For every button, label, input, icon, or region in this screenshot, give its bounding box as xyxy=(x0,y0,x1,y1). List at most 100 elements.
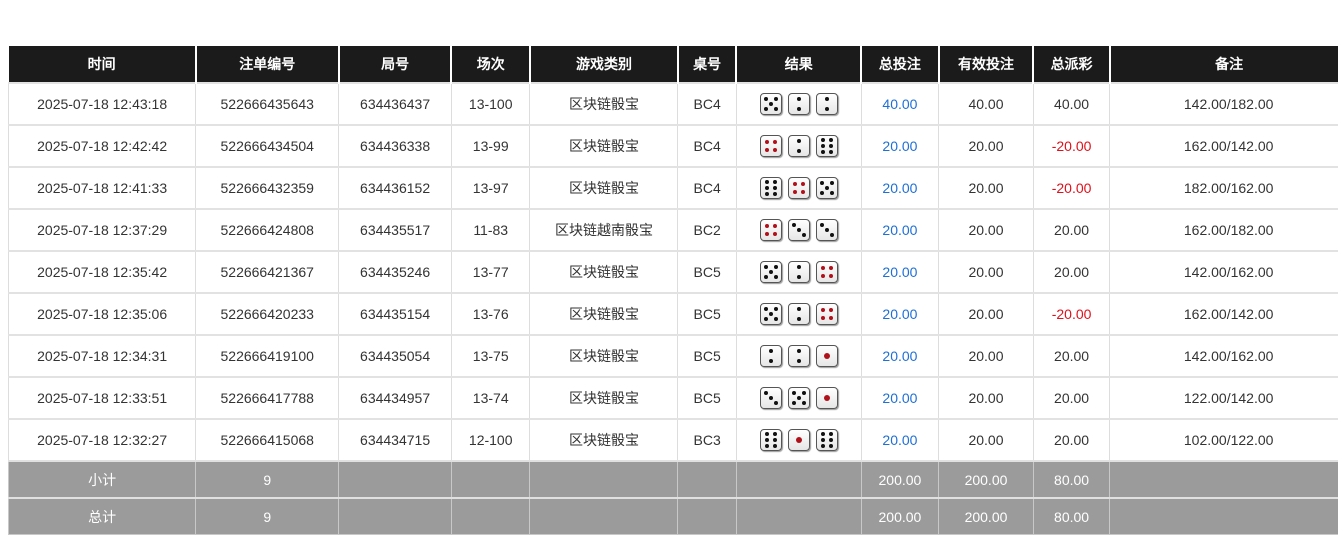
cell-table: BC4 xyxy=(677,82,737,126)
empty-cell xyxy=(529,460,679,499)
cell-valid-bet: 20.00 xyxy=(938,166,1034,210)
dice-6-icon xyxy=(815,429,838,451)
table-row[interactable]: 2025-07-18 12:32:27 522666415068 634434715… xyxy=(7,418,1338,462)
dice-4-icon xyxy=(759,135,782,157)
cell-note: 182.00/162.00 xyxy=(1109,166,1338,210)
cell-session: 11-83 xyxy=(450,208,531,252)
cell-game-type: 区块链骰宝 xyxy=(529,334,679,378)
cell-note: 142.00/162.00 xyxy=(1109,250,1338,294)
subtotal-row: 小计 9 200.00 200.00 80.00 xyxy=(7,460,1338,499)
cell-game-type: 区块链骰宝 xyxy=(529,418,679,462)
table-row[interactable]: 2025-07-18 12:34:31 522666419100 634435054… xyxy=(7,334,1338,378)
subtotal-total-bet: 200.00 xyxy=(860,460,940,499)
cell-total-bet: 20.00 xyxy=(860,166,940,210)
subtotal-count: 9 xyxy=(195,460,340,499)
empty-cell xyxy=(529,497,679,535)
cell-game-type: 区块链骰宝 xyxy=(529,82,679,126)
dice-5-icon xyxy=(759,261,782,283)
dice-3-icon xyxy=(815,219,838,241)
cell-session: 12-100 xyxy=(450,418,531,462)
cell-total-bet: 20.00 xyxy=(860,376,940,420)
cell-bet-id: 522666420233 xyxy=(195,292,340,336)
cell-bet-id: 522666419100 xyxy=(195,334,340,378)
cell-time: 2025-07-18 12:41:33 xyxy=(7,166,197,210)
cell-session: 13-76 xyxy=(450,292,531,336)
cell-table: BC5 xyxy=(677,250,737,294)
dice-2-icon xyxy=(787,93,810,115)
header-payout: 总派彩 xyxy=(1032,46,1110,83)
empty-cell xyxy=(735,460,862,499)
cell-total-bet: 20.00 xyxy=(860,208,940,252)
header-total-bet: 总投注 xyxy=(860,46,939,83)
cell-time: 2025-07-18 12:37:29 xyxy=(7,208,197,252)
cell-session: 13-77 xyxy=(450,250,531,294)
empty-cell xyxy=(1109,497,1338,535)
cell-valid-bet: 20.00 xyxy=(938,124,1034,168)
cell-session: 13-100 xyxy=(450,82,531,126)
table-row[interactable]: 2025-07-18 12:41:33 522666432359 634436152… xyxy=(7,166,1338,210)
cell-payout: 20.00 xyxy=(1032,334,1111,378)
cell-bet-id: 522666435643 xyxy=(195,82,340,126)
dice-5-icon xyxy=(759,93,782,115)
cell-valid-bet: 20.00 xyxy=(938,208,1034,252)
table-row[interactable]: 2025-07-18 12:35:42 522666421367 634435246… xyxy=(7,250,1338,294)
cell-game-type: 区块链骰宝 xyxy=(529,376,679,420)
cell-valid-bet: 20.00 xyxy=(938,334,1034,378)
empty-cell xyxy=(735,497,862,535)
cell-round: 634435154 xyxy=(338,292,452,336)
cell-result xyxy=(735,250,862,294)
cell-table: BC2 xyxy=(677,208,737,252)
dice-3-icon xyxy=(787,219,810,241)
table-row[interactable]: 2025-07-18 12:37:29 522666424808 634435517… xyxy=(7,208,1338,252)
total-row: 总计 9 200.00 200.00 80.00 xyxy=(7,497,1338,535)
cell-payout: -20.00 xyxy=(1032,124,1111,168)
empty-cell xyxy=(450,460,531,499)
cell-round: 634436338 xyxy=(338,124,452,168)
cell-game-type: 区块链骰宝 xyxy=(529,250,679,294)
header-game-type: 游戏类别 xyxy=(528,46,678,83)
cell-total-bet: 20.00 xyxy=(860,334,940,378)
table-row[interactable]: 2025-07-18 12:33:51 522666417788 634434957… xyxy=(7,376,1338,420)
cell-session: 13-97 xyxy=(450,166,531,210)
cell-result xyxy=(735,208,862,252)
cell-total-bet: 20.00 xyxy=(860,124,940,168)
cell-payout: 20.00 xyxy=(1032,208,1111,252)
cell-time: 2025-07-18 12:42:42 xyxy=(7,124,197,168)
cell-round: 634434957 xyxy=(338,376,452,420)
subtotal-valid-bet: 200.00 xyxy=(938,460,1034,499)
dice-5-icon xyxy=(759,303,782,325)
cell-note: 162.00/182.00 xyxy=(1109,208,1338,252)
cell-note: 122.00/142.00 xyxy=(1109,376,1338,420)
dice-2-icon xyxy=(787,303,810,325)
dice-6-icon xyxy=(815,135,838,157)
cell-bet-id: 522666417788 xyxy=(195,376,340,420)
cell-game-type: 区块链骰宝 xyxy=(529,124,679,168)
table-row[interactable]: 2025-07-18 12:42:42 522666434504 634436338… xyxy=(7,124,1338,168)
cell-note: 142.00/182.00 xyxy=(1109,82,1338,126)
empty-cell xyxy=(1109,460,1338,499)
table-row[interactable]: 2025-07-18 12:35:06 522666420233 634435154… xyxy=(7,292,1338,336)
total-label: 总计 xyxy=(7,497,197,535)
dice-1-icon xyxy=(787,429,810,451)
dice-3-icon xyxy=(759,387,782,409)
cell-round: 634436437 xyxy=(338,82,452,126)
cell-result xyxy=(735,124,862,168)
dice-4-icon xyxy=(815,261,838,283)
cell-payout: -20.00 xyxy=(1032,292,1111,336)
cell-session: 13-75 xyxy=(450,334,531,378)
cell-table: BC5 xyxy=(677,292,737,336)
header-session: 场次 xyxy=(450,46,530,83)
cell-game-type: 区块链越南骰宝 xyxy=(529,208,679,252)
cell-note: 102.00/122.00 xyxy=(1109,418,1338,462)
total-count: 9 xyxy=(195,497,340,535)
cell-time: 2025-07-18 12:34:31 xyxy=(7,334,197,378)
header-time: 时间 xyxy=(8,46,196,83)
cell-note: 162.00/142.00 xyxy=(1109,292,1338,336)
dice-4-icon xyxy=(815,303,838,325)
cell-round: 634434715 xyxy=(338,418,452,462)
cell-game-type: 区块链骰宝 xyxy=(529,292,679,336)
dice-2-icon xyxy=(787,135,810,157)
table-row[interactable]: 2025-07-18 12:43:18 522666435643 634436437… xyxy=(7,82,1338,126)
dice-4-icon xyxy=(759,219,782,241)
cell-total-bet: 20.00 xyxy=(860,292,940,336)
